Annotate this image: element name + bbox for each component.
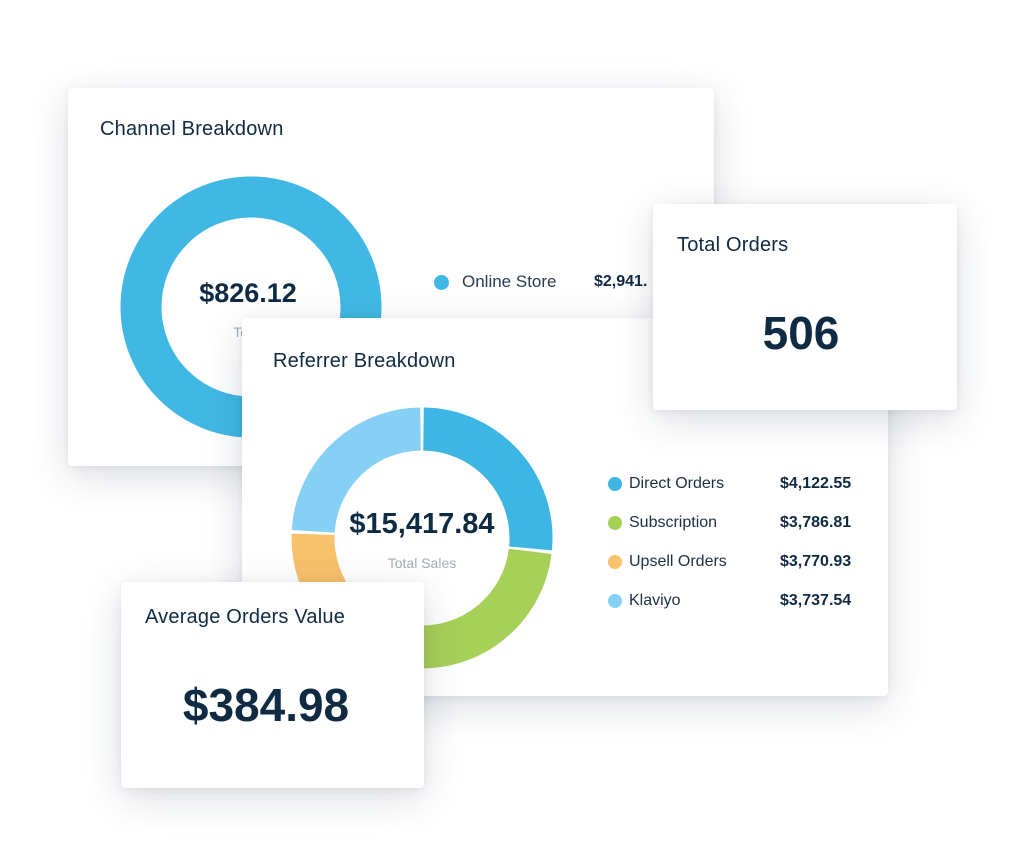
average-orders-value-amount: $384.98 [182,679,350,731]
legend-value-klaviyo: $3,737.54 [780,591,852,609]
referrer-breakdown-title: Referrer Breakdown [273,350,456,372]
legend-row-upsell-orders: Upsell Orders $3,770.93 [608,542,858,581]
referrer-legend: Direct Orders $4,122.55 Subscription $3,… [608,464,858,620]
slice-direct-orders [422,407,553,551]
legend-value-upsell-orders: $3,770.93 [780,552,852,570]
legend-label-direct-orders: Direct Orders [629,474,725,492]
referrer-total-value: $15,417.84 [349,508,495,540]
channel-total-value: $826.12 [199,278,297,308]
slice-klaviyo [291,407,422,534]
slice-subscription [413,548,552,669]
total-orders-card: Total Orders 506 [653,204,957,410]
legend-dot-online-store [434,274,449,290]
legend-label-online-store: Online Store [462,272,557,291]
legend-dot-klaviyo [608,593,622,608]
legend-label-klaviyo: Klaviyo [629,591,681,609]
total-orders-value: 506 [762,307,840,359]
average-orders-value-card: Average Orders Value $384.98 [121,582,424,788]
legend-dot-subscription [608,515,622,530]
legend-dot-upsell-orders [608,554,622,569]
legend-value-subscription: $3,786.81 [780,513,852,531]
legend-row-subscription: Subscription $3,786.81 [608,503,858,542]
legend-value-direct-orders: $4,122.55 [780,474,852,492]
channel-legend: Online Store $2,941. [434,272,647,292]
average-orders-value-title: Average Orders Value [145,606,346,628]
total-orders-title: Total Orders [677,234,789,256]
legend-row-direct-orders: Direct Orders $4,122.55 [608,464,858,503]
referrer-total-label: Total Sales [387,555,457,571]
legend-row-klaviyo: Klaviyo $3,737.54 [608,581,858,620]
channel-breakdown-title: Channel Breakdown [100,118,284,140]
legend-label-subscription: Subscription [629,513,718,531]
legend-value-online-store: $2,941. [594,273,648,290]
legend-label-upsell-orders: Upsell Orders [629,552,727,570]
legend-dot-direct-orders [608,476,622,491]
